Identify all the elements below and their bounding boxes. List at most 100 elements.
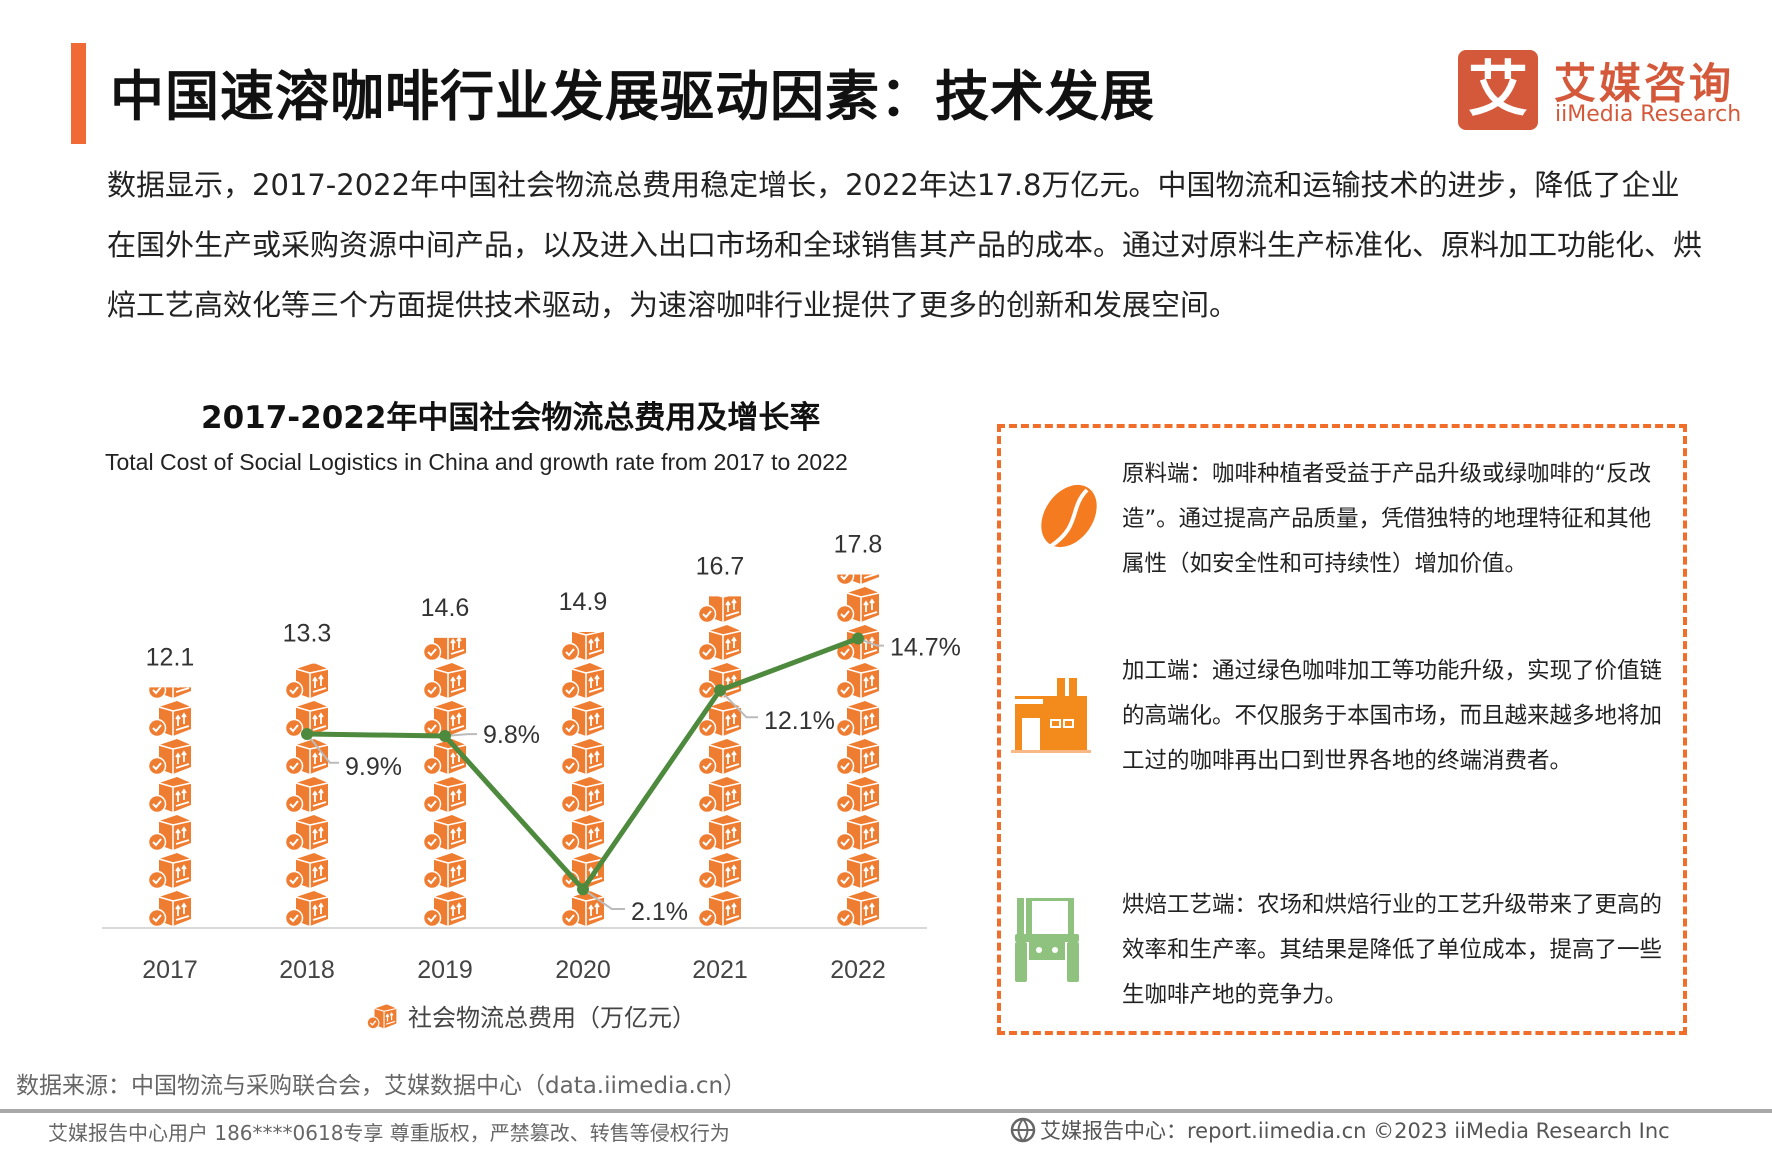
- box-icon: [835, 585, 881, 623]
- box-icon: [697, 851, 743, 889]
- box-icon: [147, 699, 193, 737]
- bar-value-label: 16.7: [696, 552, 745, 580]
- box-icon: [697, 623, 743, 661]
- box-icon: [835, 889, 881, 927]
- title-accent-bar: [71, 43, 86, 144]
- box-icon: [284, 663, 330, 699]
- rate-leader-line: [719, 689, 758, 719]
- bar-2021: [697, 596, 743, 927]
- driver-roasting: 烘焙工艺端：农场和烘焙行业的工艺升级带来了更高的效率和生产率。其结果是降低了单位…: [1122, 892, 1663, 1008]
- logo-name-cn: 艾媒咨询: [1554, 59, 1735, 108]
- bar-value-label: 14.6: [421, 594, 470, 622]
- x-tick-label: 2022: [830, 956, 886, 984]
- box-icon: [697, 813, 743, 851]
- box-icon: [835, 813, 881, 851]
- box-icon: [422, 813, 468, 851]
- box-icon: [835, 775, 881, 813]
- x-tick-label: 2018: [279, 956, 335, 984]
- rate-label: 14.7%: [890, 633, 961, 661]
- bar-value-label: 12.1: [146, 643, 195, 671]
- box-icon: [835, 661, 881, 699]
- factory-icon: [1011, 678, 1091, 753]
- rate-label: 9.8%: [483, 721, 540, 749]
- rate-label: 2.1%: [631, 898, 688, 926]
- coffee-bean-icon: [1041, 484, 1097, 548]
- driver-raw-material: 原料端：咖啡种植者受益于产品升级或绿咖啡的“反改造”。通过提高产品质量，凭借独特…: [1122, 461, 1652, 577]
- bar-2020: [560, 631, 606, 927]
- rate-label: 12.1%: [764, 707, 835, 735]
- box-icon: [147, 851, 193, 889]
- box-icon: [835, 851, 881, 889]
- bar-2017: [147, 687, 193, 927]
- footer-site: 艾媒报告中心：report.iimedia.cn ©2023 iiMedia R…: [1010, 1115, 1670, 1145]
- box-icon: [147, 889, 193, 927]
- bar-value-label: 13.3: [283, 620, 332, 648]
- box-icon: [284, 775, 330, 813]
- chart-legend: 社会物流总费用（万亿元）: [362, 998, 696, 1033]
- x-tick-label: 2020: [555, 956, 611, 984]
- box-icon: [697, 596, 743, 623]
- box-icon: [560, 661, 606, 699]
- bar-2019: [422, 637, 468, 927]
- rate-point: [439, 729, 451, 742]
- box-icon: [697, 775, 743, 813]
- rate-point: [577, 883, 589, 896]
- box-icon: [560, 699, 606, 737]
- box-icon: [147, 813, 193, 851]
- box-icon: [560, 813, 606, 851]
- box-icon: [284, 737, 330, 775]
- box-icon: [284, 851, 330, 889]
- logistics-chart: 12.1 2017 13.3 2018 14.6 2019 14.9 2020 16.7 2021…: [102, 531, 961, 984]
- rate-point: [714, 684, 726, 697]
- rate-leader-line: [444, 733, 477, 737]
- box-icon: [697, 889, 743, 927]
- bar-value-label: 17.8: [834, 531, 883, 559]
- box-icon: [422, 851, 468, 889]
- logo-mark: 艾: [1458, 50, 1538, 130]
- box-icon: [697, 737, 743, 775]
- rate-leader-line: [857, 637, 884, 647]
- box-icon: [422, 775, 468, 813]
- x-tick-label: 2021: [692, 956, 748, 984]
- footer-divider: [0, 1109, 1772, 1113]
- tractor-icon: [1015, 898, 1079, 982]
- box-icon: [422, 661, 468, 699]
- chart-subtitle: Total Cost of Social Logistics in China …: [105, 449, 848, 475]
- box-icon: [284, 889, 330, 927]
- intro-paragraph: 数据显示，2017-2022年中国社会物流总费用稳定增长，2022年达17.8万…: [107, 168, 1703, 322]
- box-legend-icon: [362, 1003, 402, 1029]
- chart-title: 2017-2022年中国社会物流总费用及增长率: [201, 400, 821, 436]
- bar-value-label: 14.9: [559, 588, 608, 616]
- box-icon: [147, 775, 193, 813]
- legend-label: 社会物流总费用（万亿元）: [408, 1004, 696, 1032]
- globe-icon: [1010, 1117, 1036, 1143]
- box-icon: [835, 737, 881, 775]
- footer-copyright-notice: 艾媒报告中心用户 186****0618专享 尊重版权，严禁篡改、转售等侵权行为: [48, 1121, 730, 1145]
- rate-leader-line: [306, 733, 339, 764]
- box-icon: [422, 637, 468, 661]
- rate-label: 9.9%: [345, 753, 402, 781]
- logo-name-en: iiMedia Research: [1555, 102, 1742, 127]
- footer-site-text: 艾媒报告中心：report.iimedia.cn ©2023 iiMedia R…: [1040, 1119, 1670, 1143]
- drivers-panel: 原料端：咖啡种植者受益于产品升级或绿咖啡的“反改造”。通过提高产品质量，凭借独特…: [997, 424, 1687, 1035]
- bar-2022: [835, 574, 881, 927]
- x-tick-label: 2019: [417, 956, 473, 984]
- box-icon: [560, 631, 606, 661]
- data-source: 数据来源：中国物流与采购联合会，艾媒数据中心（data.iimedia.cn）: [16, 1073, 747, 1099]
- driver-processing: 加工端：通过绿色咖啡加工等功能升级，实现了价值链的高端化。不仅服务于本国市场，而…: [1122, 658, 1663, 774]
- rate-leader-line: [582, 888, 625, 911]
- box-icon: [422, 737, 468, 775]
- box-icon: [284, 813, 330, 851]
- rate-point: [301, 727, 313, 740]
- box-icon: [560, 889, 606, 927]
- box-icon: [560, 775, 606, 813]
- x-tick-label: 2017: [142, 956, 198, 984]
- box-icon: [422, 889, 468, 927]
- bar-2018: [284, 663, 330, 927]
- rate-point: [852, 632, 864, 645]
- box-icon: [560, 737, 606, 775]
- box-icon: [147, 737, 193, 775]
- brand-logo: 艾 艾媒咨询 iiMedia Research: [1458, 50, 1748, 132]
- page-title: 中国速溶咖啡行业发展驱动因素：技术发展: [110, 65, 1155, 128]
- box-icon: [835, 699, 881, 737]
